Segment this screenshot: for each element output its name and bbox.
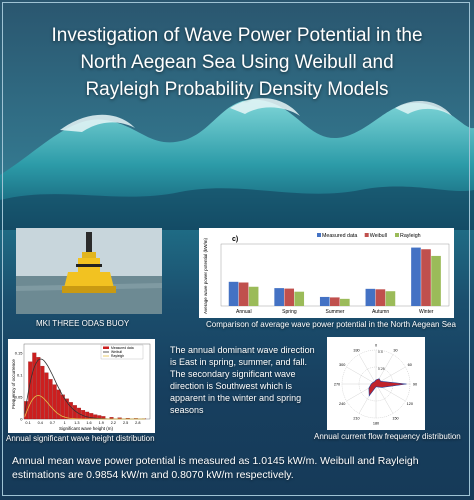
- hist-ytick: 0.1: [17, 372, 23, 377]
- buoy-caption: MKI THREE ODAS BUOY: [36, 319, 130, 328]
- hist-bar: [44, 372, 49, 420]
- rose-spoke: [358, 354, 377, 385]
- rose-angle-label: 300: [339, 363, 345, 367]
- hist-legend-swatch: [103, 346, 109, 349]
- hist-bar: [85, 411, 90, 420]
- rose-angle-label: 0: [375, 344, 377, 348]
- hist-xtick: 0.1: [25, 421, 30, 425]
- hist-ytick: 0.05: [15, 394, 24, 399]
- title-line-3: Rayleigh Probability Density Models: [85, 79, 389, 100]
- hist-xtick: 1.3: [74, 421, 79, 425]
- rose-caption: Annual current flow frequency distributi…: [314, 432, 461, 441]
- bar-autumn-measured-data: [365, 288, 376, 306]
- hist-xtick: 2.5: [123, 421, 128, 425]
- bar-ylabel: Average wave power potential (kW/m): [203, 238, 208, 314]
- legend-entry: Weibull: [370, 233, 387, 239]
- hist-legend-box: [100, 344, 144, 360]
- hist-bar: [68, 402, 73, 420]
- histogram-chart: Frequency of occurrence Significant wave…: [8, 339, 155, 433]
- rose-radius-label: 0.5: [378, 350, 383, 354]
- bar-spring-measured-data: [274, 288, 284, 306]
- bar-tick-label: Autumn: [372, 309, 389, 315]
- legend-swatch: [395, 233, 399, 237]
- legend-swatch: [364, 233, 369, 237]
- hist-bar: [24, 401, 29, 420]
- bar-summer-weibull: [329, 297, 340, 306]
- hist-ytick: 0: [20, 417, 23, 422]
- hist-bar: [36, 357, 41, 420]
- buoy-photo: [16, 228, 162, 314]
- bar-tick-label: Summer: [326, 309, 345, 315]
- bar-winter-rayleigh: [431, 255, 441, 306]
- rose-angle-label: 330: [353, 349, 359, 353]
- rose-angle-label: 270: [334, 383, 340, 387]
- hist-bar: [56, 389, 61, 420]
- rose-spoke: [346, 366, 377, 385]
- hist-xtick: 2.2: [111, 421, 116, 425]
- bar-autumn-rayleigh: [385, 291, 396, 306]
- hist-xlabel: Significant wave height (m): [59, 426, 114, 431]
- histogram-caption: Annual significant wave height distribut…: [6, 434, 155, 443]
- bar-tick-label: Spring: [282, 309, 297, 315]
- wave-illustration: [0, 0, 474, 230]
- bar-tick-label: Annual: [236, 309, 252, 315]
- bar-spring-weibull: [284, 288, 295, 306]
- rose-angle-label: 60: [408, 363, 412, 367]
- hist-xtick: 0.7: [50, 421, 55, 425]
- title-line-1: Investigation of Wave Power Potential in…: [51, 25, 423, 46]
- poster-title: Investigation of Wave Power Potential in…: [20, 22, 454, 103]
- hist-legend-entry: Measured data: [111, 346, 134, 350]
- bar-winter-measured-data: [411, 247, 421, 306]
- bar-chart: c) Average wave power potential (kW/m) A…: [199, 228, 454, 318]
- bar-annual-measured-data: [228, 281, 239, 306]
- bar-annual-weibull: [238, 282, 249, 306]
- hist-xtick: 1.9: [99, 421, 104, 425]
- hist-xtick: 1: [64, 421, 66, 425]
- current-rose-chart: 0 30 60 90 120 150 180 210 240 270 300 330 0.25 0.5: [327, 337, 425, 430]
- bar-chart-caption: Comparison of average wave power potenti…: [206, 320, 456, 329]
- bar-winter-weibull: [421, 249, 431, 306]
- rose-area: [368, 378, 407, 397]
- legend-entry: Rayleigh: [400, 233, 421, 239]
- summary-statement: Annual mean wave power potential is meas…: [12, 455, 419, 481]
- legend-swatch: [317, 233, 321, 237]
- hist-bar: [60, 394, 65, 420]
- title-line-2: North Aegean Sea Using Weibull and: [80, 52, 394, 73]
- panel-label: c): [232, 236, 238, 243]
- hist-bar: [40, 365, 45, 420]
- hist-bar: [32, 352, 37, 420]
- hist-xtick: 1.6: [86, 421, 91, 425]
- hist-bar: [52, 384, 57, 420]
- hist-legend-entry: Rayleigh: [111, 354, 124, 358]
- direction-summary: The annual dominant wave direction is Ea…: [170, 345, 315, 415]
- hist-legend-entry: Weibull: [111, 350, 122, 354]
- rose-angle-label: 210: [353, 416, 359, 420]
- bar-tick-label: Winter: [419, 309, 434, 315]
- hist-ylabel: Frequency of occurrence: [11, 359, 16, 409]
- hist-xtick: 2.8: [135, 421, 140, 425]
- hist-xtick: 0.4: [38, 421, 43, 425]
- rose-angle-label: 30: [393, 349, 397, 353]
- bar-autumn-weibull: [375, 289, 386, 306]
- bar-summer-measured-data: [319, 296, 330, 306]
- rose-angle-label: 90: [413, 383, 417, 387]
- rose-angle-label: 240: [339, 402, 345, 406]
- rayleigh-curve: [24, 395, 146, 420]
- hist-ytick: 0.15: [15, 350, 24, 355]
- rose-spoke: [375, 383, 394, 414]
- rose-radius-label: 0.25: [378, 367, 385, 371]
- rose-angle-label: 180: [373, 422, 379, 426]
- legend-entry: Measured data: [322, 233, 357, 239]
- hist-bar: [48, 379, 53, 420]
- bar-annual-rayleigh: [248, 286, 259, 306]
- hist-bar: [64, 398, 69, 420]
- rose-angle-label: 120: [407, 402, 413, 406]
- rose-angle-label: 150: [392, 416, 398, 420]
- bar-summer-rayleigh: [340, 298, 350, 306]
- bar-spring-rayleigh: [294, 291, 305, 306]
